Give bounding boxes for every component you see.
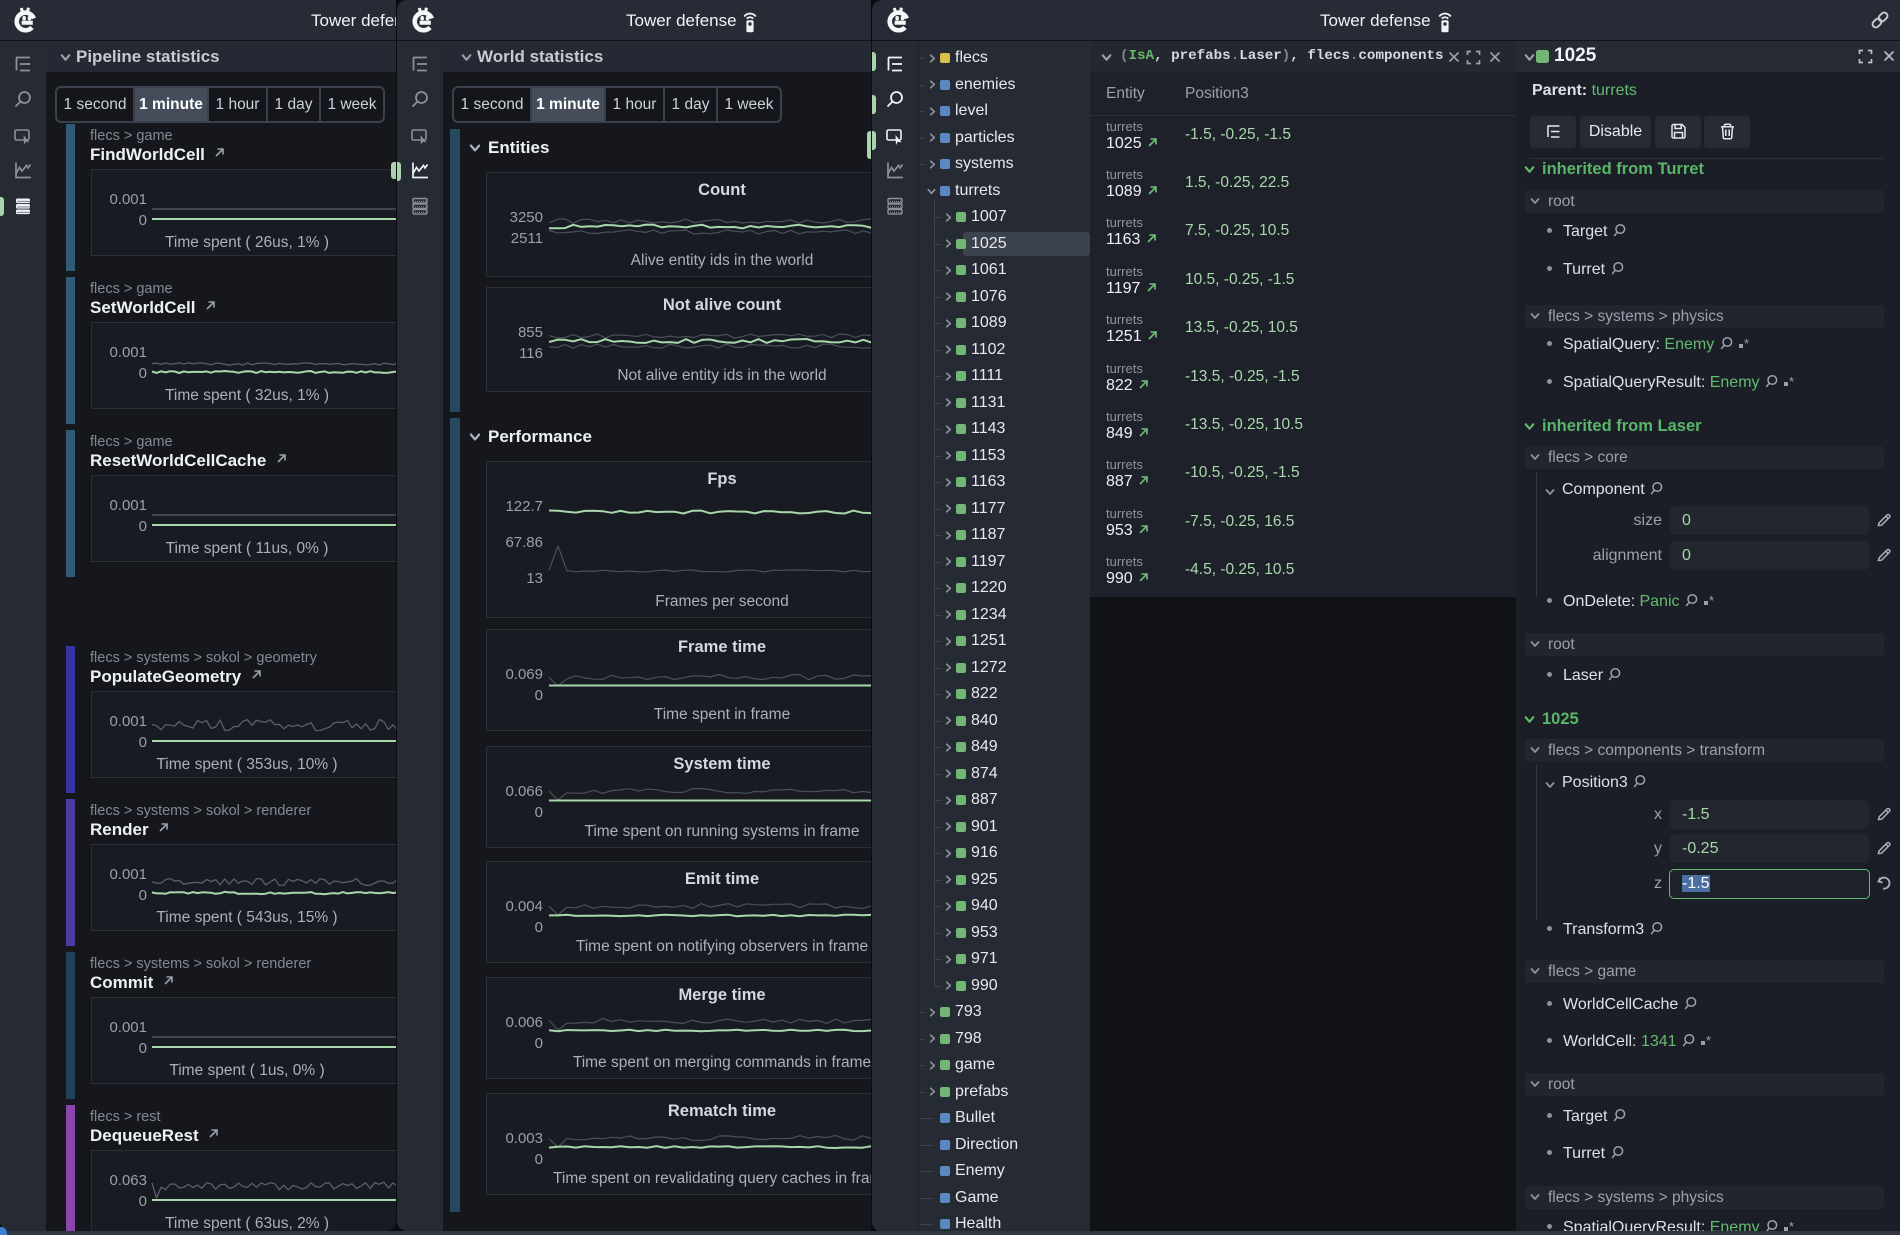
svg-text:*: * bbox=[1744, 337, 1749, 350]
svg-text:*: * bbox=[1789, 1220, 1794, 1232]
svg-text:*: * bbox=[1789, 375, 1794, 388]
svg-text:*: * bbox=[1706, 1034, 1711, 1047]
svg-text:*: * bbox=[1709, 594, 1714, 607]
